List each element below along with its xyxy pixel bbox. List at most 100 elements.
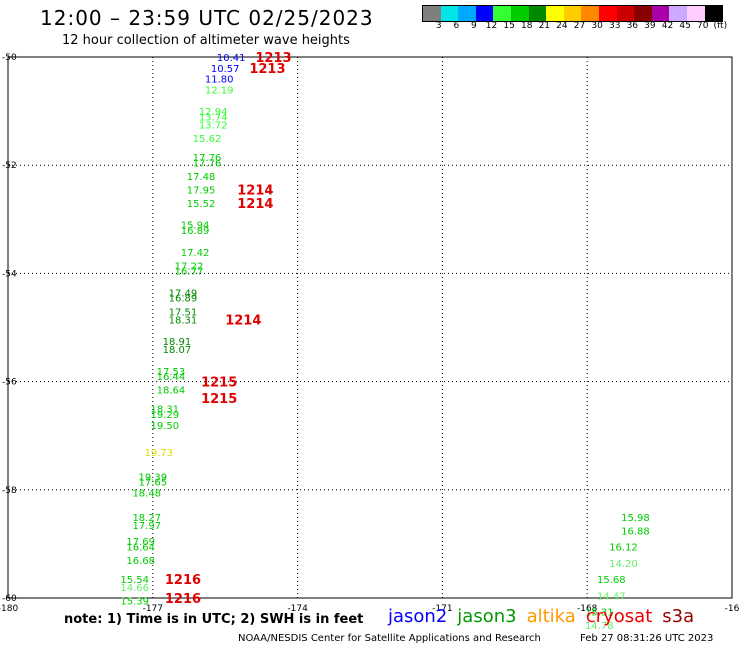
color-scale-label: 3 — [435, 21, 442, 31]
x-tick-label: -16 — [725, 604, 740, 614]
color-scale-label: 12 — [485, 21, 498, 31]
x-tick-label: -174 — [287, 604, 308, 614]
wave-height-value: 13.74 — [199, 113, 228, 124]
wave-height-value: 14.47 — [597, 591, 626, 602]
wave-height-value: 17.51 — [169, 307, 198, 318]
wave-height-value: 15.52 — [187, 199, 216, 210]
color-scale-label: 24 — [556, 21, 568, 31]
flag-label: 1215 — [201, 376, 237, 391]
color-scale-label: 45 — [679, 21, 691, 31]
flag-label: 1214 — [237, 184, 273, 199]
grid-lines — [8, 57, 732, 598]
wave-height-value: 15.62 — [193, 134, 222, 145]
color-scale-label: 36 — [626, 21, 639, 31]
legend-entry: altika — [526, 606, 576, 627]
wave-height-value: 15.54 — [120, 575, 149, 586]
legend-entry: jason3 — [457, 606, 517, 627]
wave-height-value: 15.68 — [597, 575, 626, 586]
plot-frame — [7, 56, 733, 599]
color-scale-swatch — [528, 6, 547, 21]
x-tick-label: -177 — [143, 604, 163, 614]
generation-timestamp: Feb 27 08:31:26 UTC 2023 — [580, 633, 714, 644]
color-scale-swatch — [475, 6, 494, 21]
wave-height-value: 17.95 — [187, 186, 216, 197]
y-tick-label: -50 — [2, 53, 17, 63]
flag-label: 1214 — [237, 197, 273, 212]
wave-height-value: 16.64 — [126, 543, 155, 554]
flag-label: 1213 — [249, 62, 285, 77]
units-note: note: 1) Time is in UTC; 2) SWH is in fe… — [64, 612, 364, 627]
wave-height-value: 18.91 — [163, 337, 192, 348]
color-scale-label: 39 — [644, 21, 656, 31]
flag-label: 1215 — [201, 392, 237, 407]
color-scale-label: 21 — [538, 21, 551, 31]
color-scale-swatch — [563, 6, 582, 21]
wave-height-value: 19.39 — [138, 472, 167, 483]
color-scale-swatch — [651, 6, 670, 21]
wave-height-value: 16.89 — [169, 294, 198, 305]
y-tick-label: -54 — [2, 269, 17, 279]
color-scale-label: 27 — [573, 21, 586, 31]
legend-entry: cryosat — [585, 606, 653, 627]
wave-height-value: 14.78 — [585, 621, 614, 632]
wave-height-value: 16.12 — [609, 543, 638, 554]
wave-height-value: 18.64 — [157, 386, 186, 397]
wave-height-value: 15.94 — [181, 221, 210, 232]
color-scale-labels: 3 6 9 12 15 18 21 24 27 30 33 36 39 42 45 70 (ft) — [422, 21, 740, 35]
wave-height-value: 17.22 — [175, 261, 204, 272]
wave-height-value: 17.49 — [169, 288, 198, 299]
color-scale-swatch — [440, 6, 459, 21]
wave-height-value: 17.69 — [126, 537, 155, 548]
flag-label: 1214 — [225, 313, 261, 328]
wave-height-value: 12.94 — [199, 107, 228, 118]
color-scale-label: 15 — [503, 21, 515, 31]
wave-height-value: 16.88 — [621, 526, 650, 537]
color-scale-swatch — [669, 6, 687, 21]
color-scale-swatch — [493, 6, 511, 21]
wave-height-value: 18.27 — [132, 513, 161, 524]
wave-height-value: 19.29 — [151, 410, 180, 421]
y-tick-label: -58 — [2, 486, 17, 496]
wave-height-value: 17.48 — [187, 172, 216, 183]
legend-entry: jason2 — [388, 606, 448, 627]
color-scale-label: 18 — [520, 21, 533, 31]
x-tick-label: -180 — [0, 604, 18, 614]
color-scale-swatch — [546, 6, 564, 21]
wave-height-value: 18.31 — [151, 405, 180, 416]
wave-height-value: 18.07 — [163, 345, 192, 356]
wave-height-value: 16.68 — [126, 556, 155, 567]
color-scale-label: 30 — [591, 21, 603, 31]
wave-height-value: 17.76 — [193, 153, 222, 164]
wave-height-value: 15.39 — [120, 597, 149, 608]
wave-height-value: 14.20 — [609, 559, 638, 570]
legend-entry: s3a — [662, 606, 695, 627]
flag-label: 1216 — [165, 592, 201, 607]
axis-ticks: -180 -177 -174 -171 -168 -16 -50 -52 -54 -56 -58 -6… — [0, 53, 740, 614]
satellite-legend: jason2 jason3 altika cryosat s3a — [388, 606, 704, 627]
wave-height-value: 18.48 — [132, 489, 161, 500]
wave-height-value: 10.41 — [217, 53, 246, 64]
wave-height-value: 18.31 — [169, 315, 198, 326]
x-tick-label: -168 — [577, 604, 598, 614]
wave-height-value: 11.80 — [205, 75, 234, 86]
wave-height-value: 10.57 — [211, 64, 240, 75]
wave-height-value: 17.97 — [132, 521, 161, 532]
wave-height-value: 15.31 — [585, 608, 614, 619]
color-scale-label: 33 — [608, 21, 621, 31]
wave-height-value: 14.66 — [120, 583, 149, 594]
color-scale-swatch — [616, 6, 635, 21]
wave-height-value: 17.42 — [181, 248, 210, 259]
y-tick-label: -56 — [2, 378, 17, 388]
color-scale-swatch — [598, 6, 617, 21]
wave-height-value: 19.73 — [145, 448, 174, 459]
color-scale-swatch — [423, 6, 441, 21]
wave-height-value: 17.53 — [157, 367, 186, 378]
color-scale-swatch — [458, 6, 476, 21]
wave-height-value: 12.19 — [205, 85, 234, 96]
x-tick-label: -171 — [432, 604, 452, 614]
credit-text: NOAA/NESDIS Center for Satellite Applica… — [238, 633, 541, 644]
color-scale-swatch — [704, 6, 723, 21]
